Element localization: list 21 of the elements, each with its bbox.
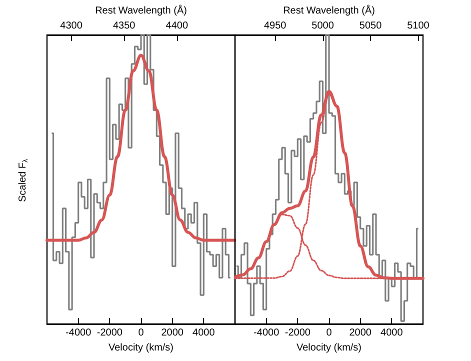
x-tick-label: 2000	[349, 328, 372, 338]
x-tick-label: -4000	[66, 328, 92, 338]
x2-tick-label: 5050	[359, 20, 382, 32]
x2-axis-title: Rest Wavelength (Å)	[283, 4, 375, 17]
x-tick-label: 0	[326, 328, 332, 338]
x2-tick-label: 5100	[407, 20, 430, 32]
x-axis-title: Velocity (km/s)	[108, 342, 174, 354]
x2-tick-label: 4950	[264, 20, 287, 32]
x2-tick-label: 4300	[60, 20, 83, 32]
x-axis-title: Velocity (km/s)	[296, 342, 362, 354]
x-tick-label: -2000	[96, 328, 123, 338]
x2-tick-label: 4350	[112, 20, 136, 32]
x-tick-label: 2000	[161, 328, 184, 338]
x-tick-label: -4000	[254, 328, 280, 338]
x-tick-label: 4000	[380, 328, 404, 338]
x2-tick-label: 4400	[166, 20, 188, 32]
x-tick-label: 0	[138, 328, 144, 338]
x2-axis-title: Rest Wavelength (Å)	[95, 4, 187, 17]
x-tick-label: 4000	[192, 328, 216, 338]
x-tick-label: -2000	[284, 328, 311, 338]
x2-tick-label: 5000	[312, 20, 334, 32]
